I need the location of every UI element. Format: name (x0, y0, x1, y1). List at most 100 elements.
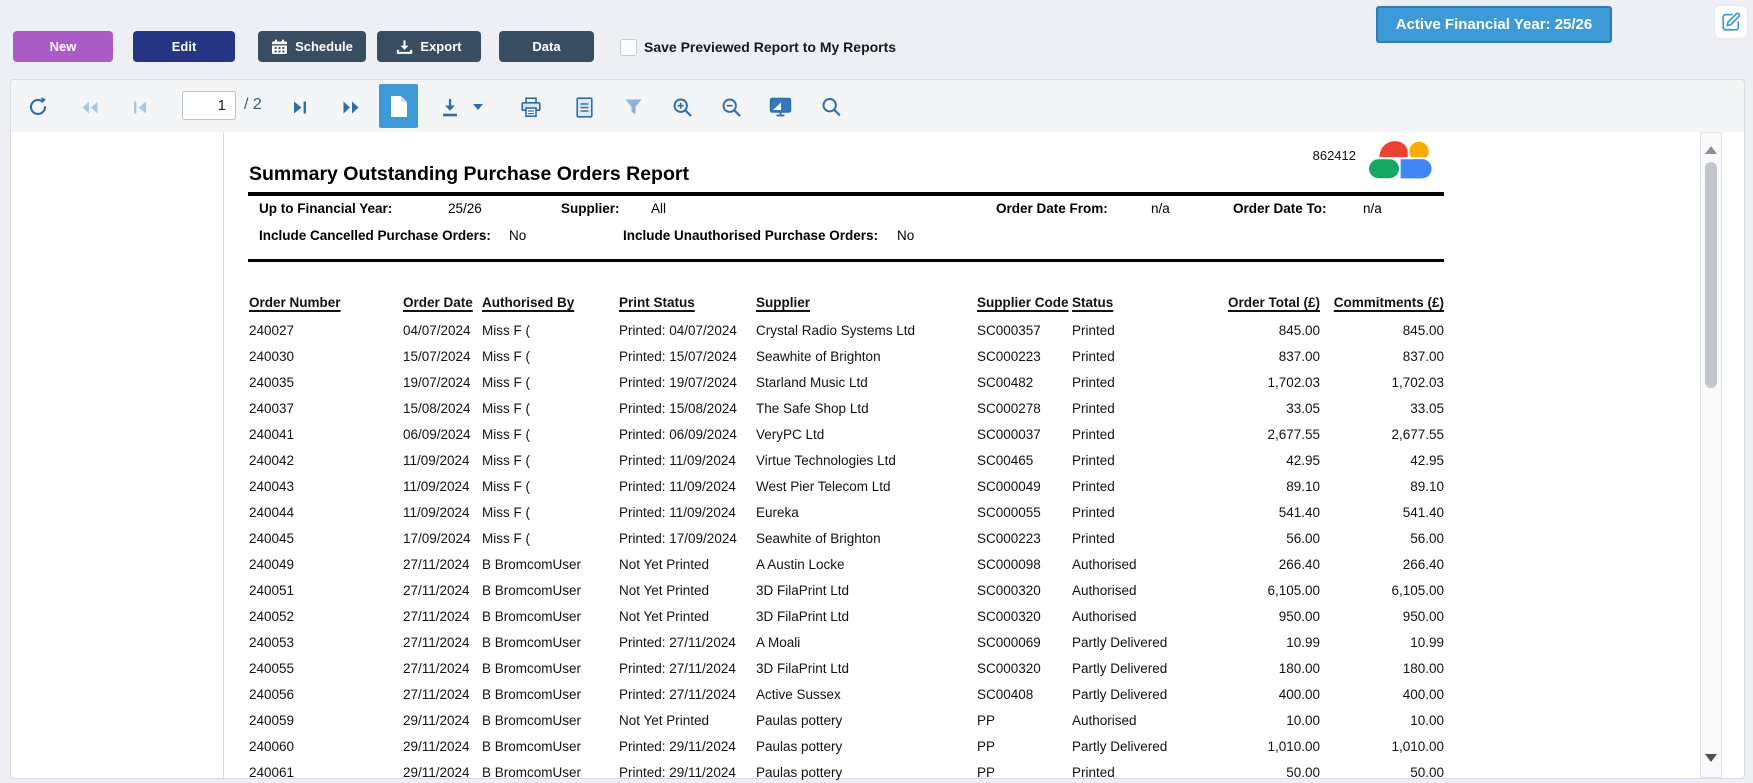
cell: 240041 (249, 427, 295, 442)
param-value: All (651, 201, 667, 216)
cell: PP (977, 765, 996, 780)
cell: Active Sussex (756, 687, 841, 702)
data-button[interactable]: Data (499, 31, 594, 62)
table-row: 240035 19/07/2024 Miss F ( Printed: 19/07/… (249, 370, 1445, 396)
cell: VeryPC Ltd (756, 427, 825, 442)
cell: SC000278 (977, 401, 1041, 416)
cell: Printed (1072, 765, 1115, 780)
cell: Printed (1072, 323, 1115, 338)
cell: SC000037 (977, 427, 1041, 442)
new-button[interactable]: New (13, 31, 113, 62)
table-row: 240055 27/11/2024 B BromcomUser Printed: 2… (249, 656, 1445, 682)
report-viewer: / 2 (10, 79, 1745, 780)
cell: Printed: 15/08/2024 (619, 401, 737, 416)
cell: PP (977, 713, 996, 728)
table-body: 240027 04/07/2024 Miss F ( Printed: 04/07/… (249, 318, 1445, 783)
cell: SC000320 (977, 609, 1041, 624)
param-value: 25/26 (448, 201, 482, 216)
cell: Miss F ( (482, 401, 530, 416)
cell: 19/07/2024 (403, 375, 471, 390)
cell: 180.00 (1278, 661, 1320, 676)
last-page-icon[interactable] (339, 95, 363, 119)
cell: 10.00 (1286, 713, 1320, 728)
cell: 400.00 (1278, 687, 1320, 702)
print-icon[interactable] (519, 95, 543, 119)
vertical-scrollbar[interactable] (1700, 132, 1722, 778)
cell: 240049 (249, 557, 295, 572)
cell: 10.99 (1286, 635, 1320, 650)
active-financial-year-button[interactable]: Active Financial Year: 25/26 (1376, 6, 1612, 43)
parameters-rule (248, 259, 1444, 262)
page-count-label: / 2 (244, 96, 262, 113)
previous-page-icon[interactable] (128, 95, 152, 119)
page-view-toggle[interactable] (379, 84, 418, 128)
table-row: 240059 29/11/2024 B BromcomUser Not Yet Pr… (249, 708, 1445, 734)
cell: 400.00 (1402, 687, 1444, 702)
schedule-button[interactable]: Schedule (258, 31, 366, 62)
cell: 27/11/2024 (403, 557, 470, 572)
edit-page-button[interactable] (1714, 5, 1748, 39)
cell: 42.95 (1286, 453, 1320, 468)
cell: Printed (1072, 401, 1115, 416)
page-number-input[interactable] (182, 91, 236, 120)
cell: Miss F ( (482, 505, 530, 520)
cell: 27/11/2024 (403, 583, 470, 598)
column-header: Supplier Code (977, 295, 1069, 310)
search-icon[interactable] (819, 95, 843, 119)
cell: Authorised (1072, 557, 1137, 572)
fit-to-screen-icon[interactable] (768, 95, 792, 119)
cell: 3D FilaPrint Ltd (756, 583, 850, 598)
save-report-checkbox[interactable] (620, 39, 637, 56)
table-row: 240044 11/09/2024 Miss F ( Printed: 11/09/… (249, 500, 1445, 526)
filter-icon[interactable] (621, 95, 645, 119)
cell: 541.40 (1278, 505, 1320, 520)
cell: SC000098 (977, 557, 1041, 572)
cell: 10.00 (1410, 713, 1444, 728)
cell: 541.40 (1402, 505, 1444, 520)
cell: Starland Music Ltd (756, 375, 868, 390)
cell: 240061 (249, 765, 295, 780)
cell: 50.00 (1286, 765, 1320, 780)
cell: 950.00 (1278, 609, 1320, 624)
cell: SC000320 (977, 661, 1041, 676)
cell: 27/11/2024 (403, 661, 470, 676)
scroll-down-arrow-icon[interactable] (1705, 749, 1717, 767)
param-label: Include Unauthorised Purchase Orders: (623, 228, 879, 243)
export-button-label: Export (420, 39, 462, 54)
export-button[interactable]: Export (377, 31, 481, 62)
download-icon[interactable] (438, 95, 462, 119)
next-page-icon[interactable] (288, 95, 312, 119)
cell: B BromcomUser (482, 687, 582, 702)
cell: 1,702.03 (1267, 375, 1320, 390)
cell: 11/09/2024 (403, 479, 470, 494)
cell: 33.05 (1410, 401, 1444, 416)
cell: 240030 (249, 349, 295, 364)
first-page-icon[interactable] (78, 95, 102, 119)
cell: 6,105.00 (1267, 583, 1320, 598)
scroll-up-arrow-icon[interactable] (1705, 141, 1717, 159)
refresh-icon[interactable] (26, 95, 50, 119)
zoom-out-icon[interactable] (719, 95, 743, 119)
document-view-icon[interactable] (572, 95, 596, 119)
cell: Partly Delivered (1072, 635, 1168, 650)
cell: Printed: 27/11/2024 (619, 635, 736, 650)
column-header: Commitments (£) (1333, 295, 1444, 310)
export-download-icon (396, 39, 413, 55)
table-row: 240052 27/11/2024 B BromcomUser Not Yet Pr… (249, 604, 1445, 630)
cell: 1,010.00 (1267, 739, 1320, 754)
cell: 89.10 (1286, 479, 1320, 494)
cell: 240042 (249, 453, 295, 468)
zoom-in-icon[interactable] (670, 95, 694, 119)
download-caret-icon[interactable] (472, 95, 484, 119)
cell: 33.05 (1286, 401, 1320, 416)
cell: 2,677.55 (1391, 427, 1444, 442)
table-header-row: Order Number Order Date Authorised By Pr… (249, 290, 1445, 316)
cell: 845.00 (1402, 323, 1444, 338)
cell: 2,677.55 (1267, 427, 1320, 442)
cell: Printed: 29/11/2024 (619, 739, 736, 754)
table-row: 240061 29/11/2024 B BromcomUser Printed: 2… (249, 760, 1445, 783)
scrollbar-thumb[interactable] (1705, 162, 1717, 388)
cell: The Safe Shop Ltd (756, 401, 869, 416)
cell: PP (977, 739, 996, 754)
edit-button[interactable]: Edit (133, 31, 235, 62)
